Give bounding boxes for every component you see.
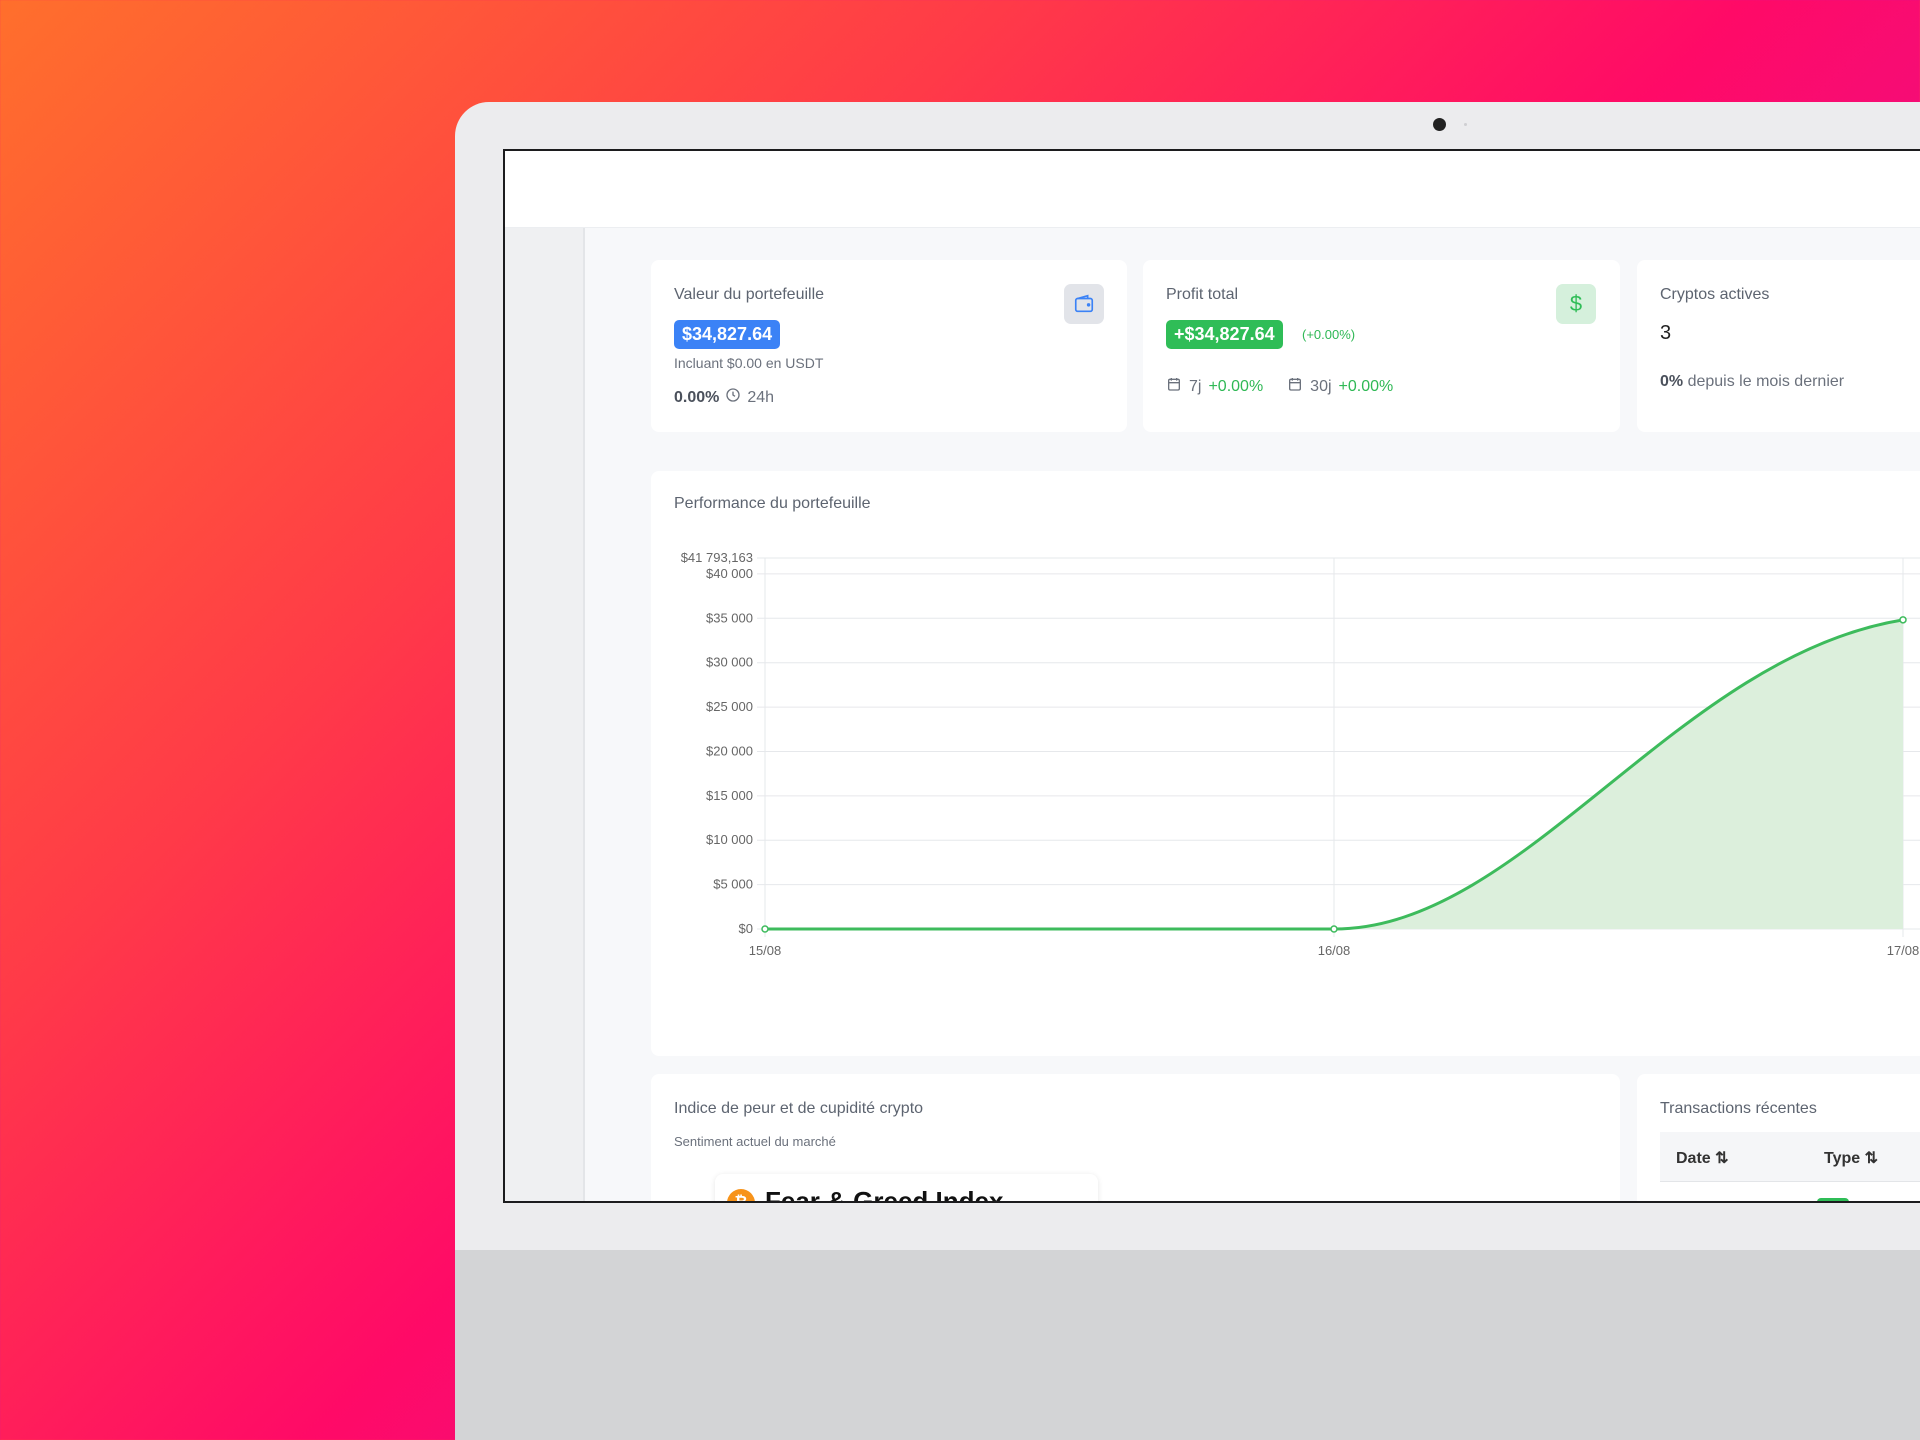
x-tick-label: 17/08: [1887, 943, 1920, 958]
y-tick-label: $41 793,163: [681, 550, 753, 565]
change-24h: 0.00% 24h: [674, 387, 774, 408]
column-date[interactable]: Date ⇅: [1676, 1148, 1729, 1168]
y-tick-label: $30 000: [706, 655, 753, 670]
camera-sensor: [1464, 123, 1467, 126]
column-label: Date: [1676, 1150, 1711, 1167]
period-7d-label: 7j: [1189, 377, 1202, 395]
y-tick-label: $25 000: [706, 699, 753, 714]
y-tick-label: $35 000: [706, 610, 753, 625]
active-change-text: depuis le mois dernier: [1687, 373, 1845, 390]
type-badge: [1817, 1198, 1849, 1201]
card-title: Profit total: [1166, 286, 1239, 303]
x-tick-label: 16/08: [1318, 943, 1351, 958]
active-change: 0% depuis le mois dernier: [1660, 373, 1844, 391]
card-subtitle: Sentiment actuel du marché: [674, 1134, 836, 1149]
area-fill: [765, 619, 1903, 929]
wallet-icon: [1064, 284, 1104, 324]
bitcoin-icon: ₿: [727, 1189, 755, 1201]
sort-icon: ⇅: [1715, 1150, 1729, 1167]
y-tick-label: $20 000: [706, 743, 753, 758]
data-point: [1899, 616, 1907, 624]
table-header: Date ⇅ Type ⇅: [1660, 1132, 1920, 1182]
x-tick-label: 15/08: [749, 943, 782, 958]
card-title: Valeur du portefeuille: [674, 286, 825, 303]
screen: Valeur du portefeuille $34,827.64 Inclua…: [503, 149, 1920, 1203]
widget-title: Fear & Greed Index: [765, 1186, 1004, 1203]
card-title: Cryptos actives: [1660, 286, 1770, 303]
performance-card: Performance du portefeuille $0 $5 000 $10 …: [651, 471, 1920, 1056]
laptop-base: [455, 1250, 1920, 1440]
change-period: 24h: [747, 388, 775, 406]
y-tick-label: $10 000: [706, 832, 753, 847]
column-type[interactable]: Type ⇅: [1824, 1148, 1878, 1168]
sidebar: [505, 228, 585, 1201]
y-tick-label: $5 000: [713, 877, 753, 892]
portfolio-value-badge: $34,827.64: [674, 320, 781, 349]
usdt-note: Incluant $0.00 en USDT: [674, 355, 824, 371]
profit-badge: +$34,827.64: [1166, 320, 1283, 349]
y-tick-label: $40 000: [706, 566, 753, 581]
calendar-icon: [1166, 376, 1182, 397]
data-point: [1330, 925, 1338, 933]
chart-title: Performance du portefeuille: [674, 495, 871, 512]
card-title: Transactions récentes: [1660, 1100, 1817, 1117]
profit-periods: 7j +0.00% 30j +0.00%: [1166, 376, 1393, 397]
transactions-card: Transactions récentes Date ⇅ Type ⇅: [1637, 1074, 1920, 1201]
clock-icon: [725, 387, 741, 408]
sort-icon: ⇅: [1864, 1150, 1879, 1167]
card-title: Indice de peur et de cupidité crypto: [674, 1100, 924, 1117]
dollar-icon: $: [1556, 284, 1596, 324]
y-tick-label: $15 000: [706, 788, 753, 803]
change-value: 0.00%: [674, 388, 720, 406]
portfolio-value-card: Valeur du portefeuille $34,827.64 Inclua…: [651, 260, 1127, 432]
active-change-value: 0%: [1660, 373, 1684, 390]
period-7d-value: +0.00%: [1208, 377, 1264, 395]
total-profit-card: Profit total $ +$34,827.64 (+0.00%) 7j +…: [1143, 260, 1620, 432]
performance-chart: $0 $5 000 $10 000 $15 000 $20 000 $25 000 $30 …: [681, 550, 1920, 958]
camera-icon: [1433, 118, 1446, 131]
y-tick-label: $0: [739, 921, 753, 936]
calendar-icon: [1287, 376, 1303, 397]
column-label: Type: [1824, 1150, 1861, 1167]
series-line: [765, 618, 1904, 931]
fear-greed-card: Indice de peur et de cupidité crypto Sen…: [651, 1074, 1620, 1203]
active-count: 3: [1660, 322, 1672, 344]
profit-percent: (+0.00%): [1302, 327, 1356, 342]
period-30d-label: 30j: [1310, 377, 1332, 395]
top-bar: [505, 151, 1920, 228]
data-point: [761, 925, 769, 933]
active-cryptos-card: Cryptos actives 3 0% depuis le mois dern…: [1637, 260, 1920, 432]
fear-greed-widget[interactable]: ₿ Fear & Greed Index: [715, 1174, 1098, 1203]
period-30d-value: +0.00%: [1338, 377, 1394, 395]
